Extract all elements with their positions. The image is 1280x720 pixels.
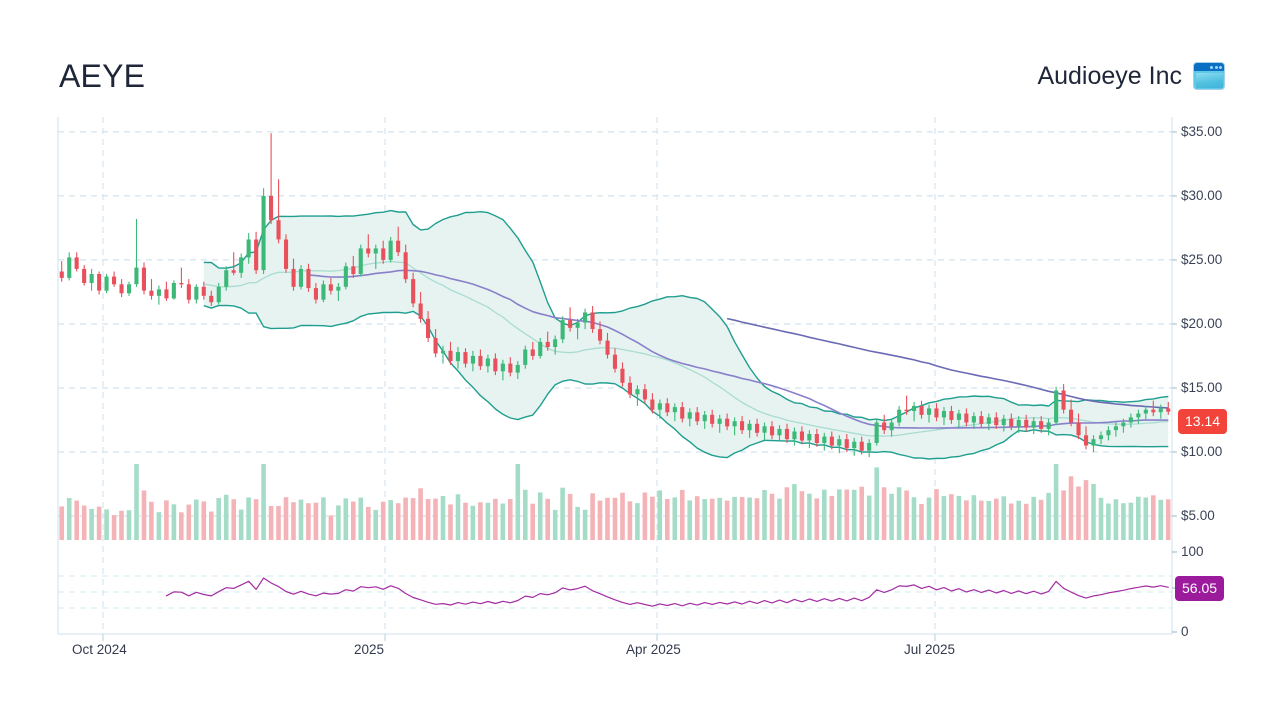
price-axis-tick: $25.00	[1181, 251, 1223, 267]
ticker-symbol: AEYE	[59, 58, 146, 94]
browser-window-icon	[1194, 63, 1224, 89]
axis-frame	[57, 117, 1177, 641]
price-axis-tick: $15.00	[1181, 379, 1223, 395]
rsi-value-badge[interactable]: 56.05	[1175, 576, 1225, 601]
grid-lines	[58, 117, 1172, 634]
price-axis-tick: $35.00	[1181, 123, 1223, 139]
price-axis-tick: $10.00	[1181, 443, 1223, 459]
price-axis-tick: $5.00	[1181, 507, 1215, 523]
candlestick-series	[59, 133, 1171, 458]
date-axis-tick: Jul 2025	[904, 642, 956, 657]
date-axis-tick: 2025	[354, 642, 385, 657]
date-axis-tick: Oct 2024	[72, 642, 127, 657]
rsi-series	[165, 577, 1169, 607]
date-axis-tick: Apr 2025	[626, 642, 681, 657]
company-name: Audioeye Inc	[1037, 61, 1182, 90]
price-axis-tick: $20.00	[1181, 315, 1223, 331]
volume-bars	[59, 464, 1171, 540]
last-price-badge[interactable]: 13.14	[1178, 409, 1228, 434]
price-axis-tick: $30.00	[1181, 187, 1223, 203]
rsi-axis-tick: 0	[1181, 624, 1189, 639]
chart-header: AEYE Audioeye Inc	[0, 0, 1280, 112]
rsi-axis-tick: 100	[1181, 544, 1204, 559]
bollinger-band	[203, 209, 1169, 460]
company-identity: Audioeye Inc	[1037, 63, 1224, 89]
